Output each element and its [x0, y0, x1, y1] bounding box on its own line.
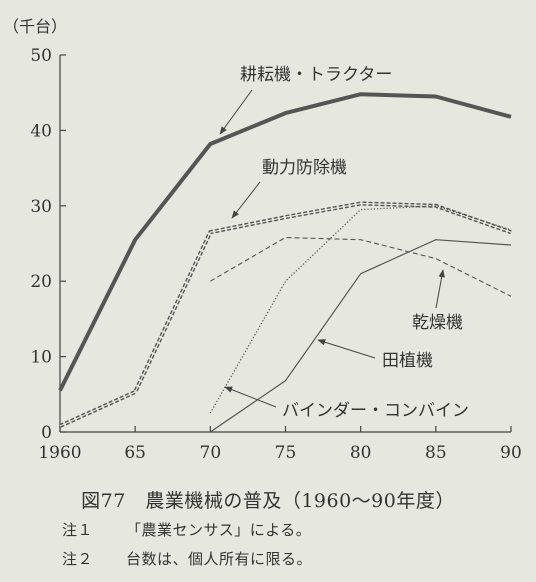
series-label-pointer-0 — [219, 89, 253, 135]
x-tick-label-1960: 1960 — [38, 443, 81, 463]
series-line-0 — [58, 92, 512, 392]
figure-caption: 図77 農業機械の普及（1960〜90年度） — [81, 490, 455, 512]
y-tick-label-40: 40 — [30, 121, 52, 141]
x-tick-label-1965: 65 — [124, 443, 146, 463]
x-tick-label-1985: 85 — [425, 443, 447, 463]
series-label-pointer-3 — [317, 339, 376, 359]
series-line-4 — [209, 205, 512, 414]
note-1-text: 「農業センサス」による。 — [126, 521, 312, 539]
x-tick-label-1975: 75 — [275, 443, 297, 463]
series-label-pointer-1 — [231, 181, 261, 219]
note-1-number: 注１ — [62, 521, 94, 539]
chart: 0 10 20 30 40 50 1960 65 70 75 80 85 90 （千台） 耕耘機・トラクタ… — [3, 17, 522, 463]
y-tick-label-10: 10 — [30, 348, 52, 368]
series-label-3: 田植機 — [382, 351, 433, 371]
note-2-text: 台数は、個人所有に限る。 — [126, 550, 313, 568]
note-2: 注２ 台数は、個人所有に限る。 — [62, 548, 312, 569]
note-1: 注１ 「農業センサス」による。 — [62, 519, 311, 540]
x-tick-label-1990: 90 — [500, 443, 522, 463]
note-2-number: 注２ — [62, 550, 94, 568]
series-line-1-inner — [59, 202, 512, 427]
tick-labels: 0 10 20 30 40 50 1960 65 70 75 80 85 90 （千台） — [3, 17, 522, 463]
y-axis-unit-label: （千台） — [3, 17, 67, 36]
x-tick-label-1980: 80 — [350, 443, 372, 463]
series-label-4: バインダー・コンバイン — [282, 401, 469, 421]
y-tick-label-50: 50 — [30, 46, 52, 66]
y-tick-label-20: 20 — [30, 272, 52, 292]
y-tick-label-0: 0 — [41, 423, 52, 443]
series-label-pointer-4 — [224, 386, 277, 408]
series-label-pointer-2 — [435, 269, 445, 309]
series-lines — [58, 92, 512, 433]
x-tick-label-1970: 70 — [200, 443, 222, 463]
y-tick-label-30: 30 — [30, 197, 52, 217]
series-line-3 — [209, 239, 512, 433]
axes — [59, 54, 512, 433]
series-label-2: 乾燥機 — [412, 313, 463, 333]
series-line-2 — [210, 236, 512, 297]
series-label-0: 耕耘機・トラクター — [240, 65, 392, 85]
series-label-1: 動力防除機 — [262, 158, 347, 178]
